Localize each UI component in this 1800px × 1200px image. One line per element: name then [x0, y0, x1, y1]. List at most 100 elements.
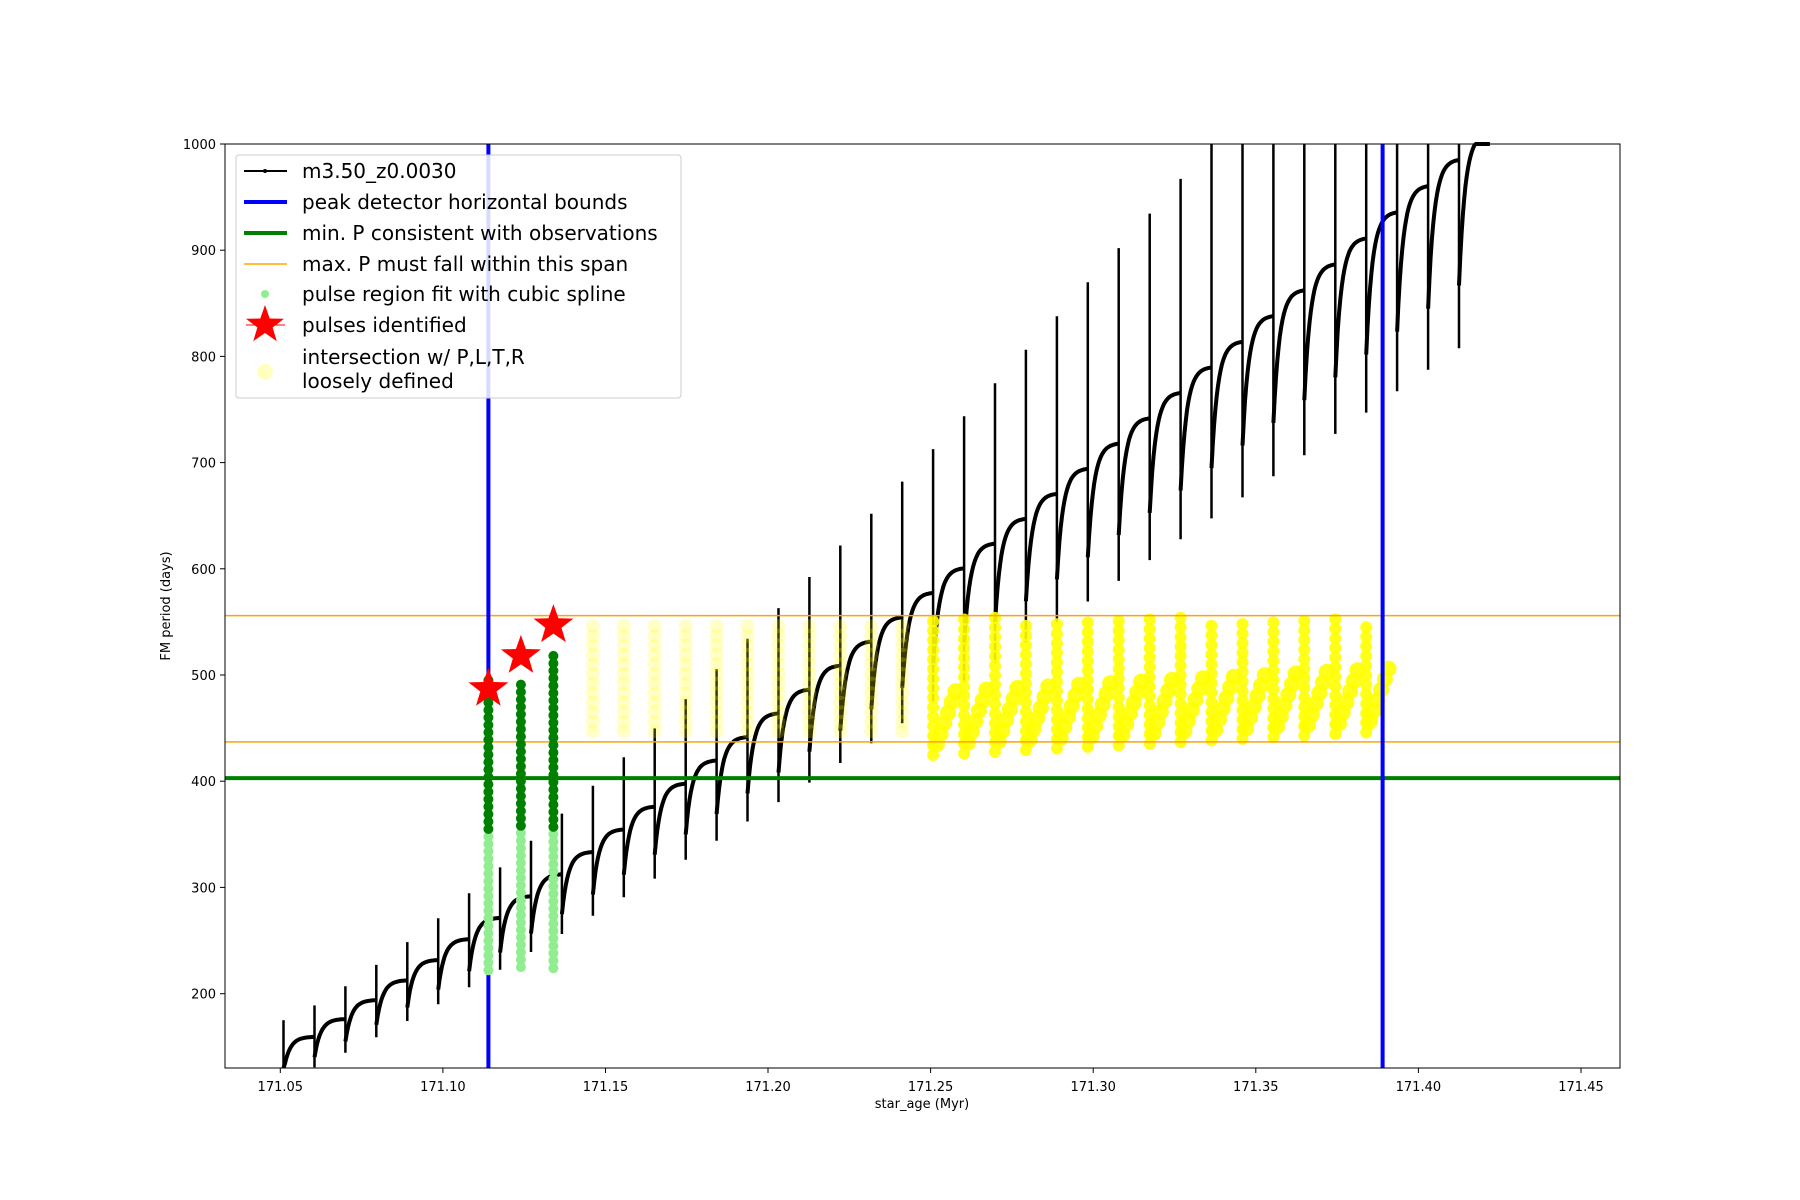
pulse-fit-point: [483, 727, 494, 738]
pulse-fit-point: [515, 694, 526, 705]
track-arc: [1116, 416, 1150, 536]
track-arc: [1426, 157, 1460, 309]
pulse-fit-point: [515, 895, 526, 906]
intersection-point: [895, 676, 910, 691]
intersection-point: [1174, 630, 1187, 643]
track-arc: [621, 804, 655, 875]
intersection-point: [1205, 638, 1218, 651]
intersection-point: [1298, 653, 1311, 666]
legend-entry-blue: peak detector horizontal bounds: [244, 190, 628, 214]
intersection-point: [585, 619, 600, 634]
axes: 171.05 171.10 171.15 171.20 171.25 171.30 171.…: [183, 138, 1604, 1095]
intersection-point: [740, 705, 755, 720]
track-arc: [343, 998, 377, 1042]
track-arc: [405, 958, 439, 1008]
pulse-fit-point: [483, 928, 494, 939]
track-arc: [714, 735, 748, 815]
intersection-point: [958, 613, 971, 626]
legend-entry-light-green: pulse region fit with cubic spline: [261, 282, 626, 306]
track-arc: [1395, 184, 1429, 332]
pulse-fit-point: [515, 932, 526, 943]
track-arc: [683, 758, 717, 835]
track-arc: [1457, 142, 1490, 286]
pulse-fit-point: [515, 687, 526, 697]
intersection-point: [1143, 623, 1156, 635]
pulse-fit-point: [548, 725, 559, 736]
pulse-fit-point: [548, 688, 559, 699]
intersection-point: [833, 638, 848, 653]
intersection-point: [989, 650, 1001, 663]
legend-label-yellow-1: intersection w/ P,L,T,R: [302, 345, 525, 369]
intersection-point: [989, 698, 1001, 710]
intersection-point: [958, 709, 971, 722]
intersection-point: [1050, 704, 1063, 717]
intersection-point: [585, 647, 600, 662]
intersection-point: [1143, 689, 1156, 702]
legend-label-light-green: pulse region fit with cubic spline: [302, 282, 626, 306]
y-tick-label: 900: [191, 244, 216, 259]
track-arc: [590, 827, 624, 895]
intersection-point: [1081, 626, 1094, 639]
intersection-point: [771, 724, 786, 739]
track-arc: [1271, 288, 1305, 424]
pulse-fit-point: [483, 712, 494, 723]
intersection-point: [1236, 675, 1249, 688]
pulse-fit-point: [548, 940, 559, 951]
legend-label-track: m3.50_z0.0030: [302, 159, 457, 183]
pulse-fit-point: [483, 883, 494, 894]
intersection-point: [1112, 643, 1125, 656]
intersection-point: [678, 686, 693, 701]
pulse-fit-point: [548, 665, 559, 676]
intersection-point: [895, 647, 910, 662]
y-tick-label: 300: [191, 881, 216, 896]
intersection-point: [1267, 635, 1280, 648]
intersection-point: [833, 676, 848, 691]
intersection-point: [585, 695, 600, 710]
intersection-point: [1205, 667, 1218, 680]
intersection-point: [895, 628, 910, 643]
intersection-point: [585, 667, 600, 681]
intersection-point: [1143, 670, 1156, 683]
intersection-point: [927, 634, 940, 647]
intersection-point: [585, 714, 600, 729]
intersection-point: [709, 657, 724, 672]
legend: m3.50_z0.0030 peak detector horizontal b…: [235, 154, 682, 399]
pulse-fit-point: [548, 948, 559, 959]
pulse-fit-point: [548, 821, 559, 832]
intersection-point: [1298, 643, 1311, 656]
intersection-point: [1019, 677, 1032, 690]
pulse-fit-point: [515, 835, 526, 846]
pulse-fit-point: [483, 846, 494, 857]
intersection-point: [1298, 614, 1311, 627]
track-arc: [1147, 391, 1181, 514]
pulse-fit-point: [515, 806, 526, 816]
intersection-point: [989, 688, 1001, 701]
intersection-point: [678, 657, 693, 672]
intersection-point: [771, 686, 786, 701]
intersection-point: [678, 676, 693, 691]
intersection-point: [647, 638, 662, 653]
x-tick-label: 171.15: [583, 1080, 629, 1095]
pulse-fit-point: [548, 747, 559, 758]
intersection-point: [647, 647, 662, 662]
y-tick-label: 200: [191, 988, 216, 1003]
legend-label-yellow-2: loosely defined: [302, 369, 454, 393]
intersection-point: [616, 638, 631, 653]
intersection-point: [1081, 674, 1094, 686]
intersection-point: [1205, 648, 1218, 661]
intersection-point: [989, 640, 1001, 653]
intersection-point: [1236, 627, 1249, 640]
pulse-fit-point: [548, 703, 559, 713]
intersection-point: [1329, 689, 1342, 702]
intersection-point: [1236, 694, 1249, 707]
intersection-point: [1298, 691, 1311, 704]
intersection-point: [585, 705, 600, 720]
intersection-point: [989, 611, 1001, 624]
intersection-point: [647, 619, 662, 634]
intersection-point: [1267, 616, 1280, 629]
intersection-point: [1050, 627, 1063, 640]
pulse-fit-point: [548, 762, 559, 773]
intersection-point: [647, 676, 662, 691]
